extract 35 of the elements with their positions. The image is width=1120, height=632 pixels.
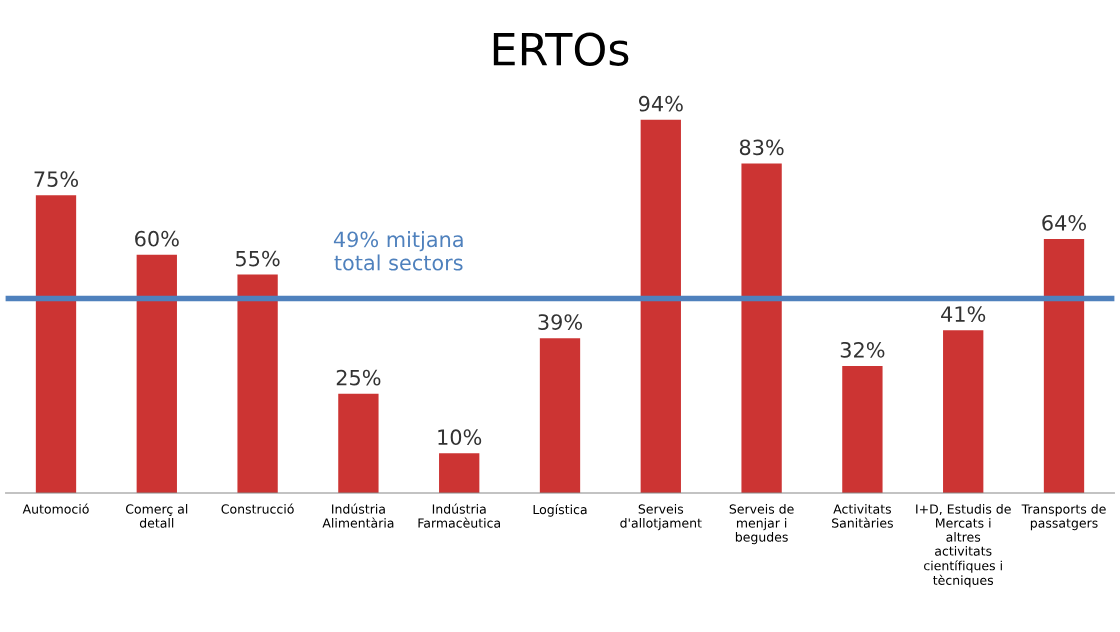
bar (943, 330, 984, 493)
bar (640, 119, 681, 493)
x-tick-label: Indústria Farmacèutica (418, 503, 500, 528)
bar (136, 254, 177, 493)
bar (539, 338, 581, 493)
data-label: 32% (840, 341, 885, 358)
x-tick-label: Comerç al detall (125, 504, 188, 528)
bar (237, 274, 278, 493)
data-label: 83% (739, 139, 784, 156)
data-label: 55% (236, 250, 280, 267)
bar (741, 163, 782, 493)
data-label: 25% (336, 369, 381, 386)
chart-title: ERTOs (493, 32, 629, 66)
data-label: 10% (438, 429, 482, 446)
data-label: 60% (135, 230, 179, 247)
ref-line-label: 49% mitjana total sectors (333, 231, 463, 271)
x-tick-label: Indústria Alimentària (322, 503, 394, 528)
bar (35, 195, 77, 493)
bar (1043, 238, 1085, 493)
x-tick-label: Serveis d'allotjament (620, 504, 702, 531)
x-tick-label: Transports de passatgers (1021, 504, 1106, 531)
data-label: 94% (638, 95, 683, 112)
x-tick-label: Activitats Sanitàries (832, 504, 893, 528)
x-tick-label: I+D, Estudis de Mercats i altres activitats científiques i tècniques (916, 504, 1011, 588)
bar (842, 365, 883, 493)
bar (338, 393, 379, 493)
x-tick-label: Construcció (221, 503, 294, 514)
data-label: 64% (1042, 214, 1086, 231)
bar (439, 453, 480, 493)
x-tick-label: Logística (533, 504, 587, 517)
x-tick-label: Automoció (22, 503, 89, 514)
data-label: 39% (538, 314, 582, 330)
x-tick-label: Serveis de menjar i begudes (729, 504, 794, 545)
data-label: 75% (34, 171, 78, 188)
data-label: 41% (941, 306, 986, 322)
